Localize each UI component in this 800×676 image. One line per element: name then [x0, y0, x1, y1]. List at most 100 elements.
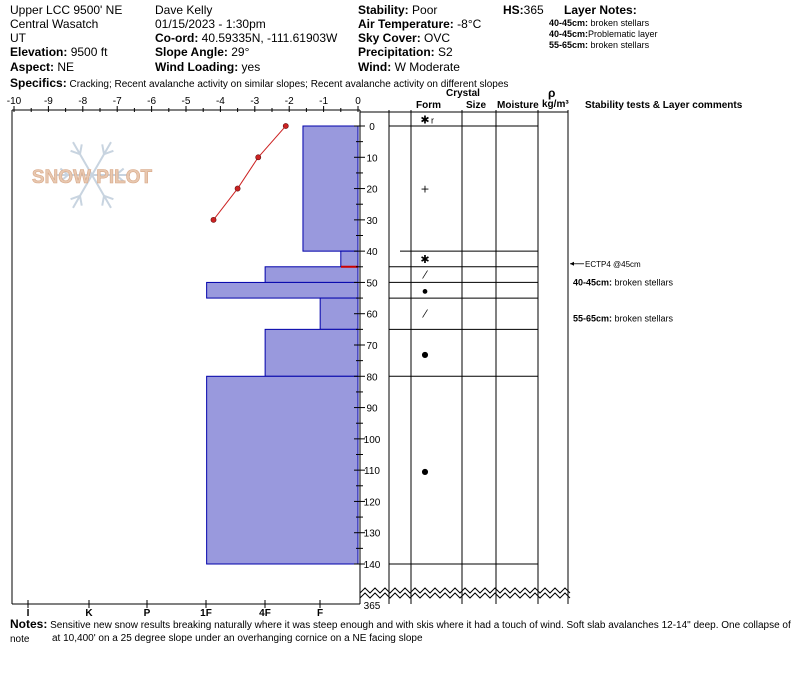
size-header: Size — [466, 100, 487, 111]
wind-loading-value: yes — [241, 60, 261, 74]
hardness-layers — [206, 125, 359, 565]
depth-tick-label: 100 — [364, 435, 381, 446]
crystal-header: Crystal — [446, 88, 480, 99]
crystal-form-symbol: ⁄ — [421, 308, 428, 321]
hardness-label: P — [144, 608, 151, 619]
coord: Co-ord: 40.59335N, -111.61903W — [155, 32, 337, 44]
crystal-form-symbol: ⦁ — [422, 284, 428, 297]
elevation-value: 9500 ft — [70, 45, 108, 59]
layer-comment: 55-65cm: broken stellars — [573, 313, 674, 323]
temp-tick-label: -6 — [147, 96, 156, 107]
layer-comment: 40-45cm: broken stellars — [573, 277, 674, 287]
stability-test-arrowhead — [570, 261, 574, 266]
location: Upper LCC 9500' NE — [10, 3, 123, 17]
crystal-form-symbol: ✱ — [420, 114, 429, 127]
depth-tick-label: 140 — [364, 560, 381, 571]
depth-tick-label: 30 — [366, 216, 378, 227]
depth-tick-label: 70 — [366, 341, 378, 352]
hardness-label: I — [27, 608, 30, 619]
stability: Stability: Poor — [358, 4, 437, 16]
depth-tick-label: 0 — [369, 122, 375, 133]
air-temperature-label: Air Temperature: — [358, 17, 454, 31]
temperature-point — [282, 123, 289, 129]
state: UT — [10, 31, 26, 45]
slope-angle-value: 29° — [231, 45, 250, 59]
snowflake-branch — [115, 167, 125, 176]
zigzag-break — [359, 592, 571, 599]
layer-grid — [359, 110, 571, 604]
hardness-layer-bar — [302, 125, 359, 252]
temperature-point — [255, 154, 262, 161]
depth-tick-label: 110 — [364, 466, 380, 477]
specifics-value: Cracking; Recent avalanche activity on s… — [69, 79, 509, 90]
crystal-form-suffix: r — [431, 116, 434, 126]
hardness-label: K — [85, 608, 93, 619]
range: Central Wasatch — [10, 17, 99, 31]
wind-value: W Moderate — [394, 60, 460, 74]
hardness-layer-bar — [264, 328, 359, 377]
layer-comment-text: broken stellars — [612, 313, 674, 323]
notes-label: Notes: — [10, 617, 48, 631]
layer-note-range: 55-65cm: — [549, 40, 589, 50]
density-unit: kg/m³ — [542, 99, 569, 110]
elevation-label: Elevation: — [10, 45, 68, 59]
crystal-form-symbol: ✱ — [420, 253, 429, 266]
slope-angle: Slope Angle: 29° — [155, 46, 249, 58]
aspect-value: NE — [57, 60, 75, 74]
layer-note-text: Problematic layer — [588, 29, 658, 39]
temp-tick-label: -9 — [44, 96, 53, 107]
hardness-layer-bar — [319, 297, 359, 330]
air-temperature: Air Temperature: -8°C — [358, 18, 481, 30]
coord-label: Co-ord: — [155, 31, 199, 45]
hardness-layer-bar — [340, 250, 359, 268]
logo-text: SNOW PILOT — [32, 167, 153, 188]
temp-tick-label: -4 — [216, 96, 225, 107]
snowflake-arm — [72, 174, 93, 209]
layer-comment-range: 55-65cm: — [573, 313, 612, 323]
slope-angle-label: Slope Angle: — [155, 45, 228, 59]
specifics: Specifics: Cracking; Recent avalanche ac… — [10, 77, 508, 90]
stability-label: Stability: — [358, 3, 409, 17]
temp-tick-label: -8 — [78, 96, 87, 107]
layer-comment-range: 40-45cm: — [573, 277, 612, 287]
depth-bottom-label: 365 — [364, 601, 381, 612]
notes: Notes: Sensitive new snow results breaki… — [10, 617, 800, 647]
temp-tick-label: -7 — [113, 96, 122, 107]
depth-tick-label: 60 — [366, 310, 378, 321]
hardness-layer-bar — [206, 375, 359, 565]
layer-notes-title: Layer Notes: — [564, 3, 637, 17]
precipitation-label: Precipitation: — [358, 45, 435, 59]
depth-tick-label: 130 — [364, 529, 381, 540]
precipitation: Precipitation: S2 — [358, 46, 453, 58]
wind-label: Wind: — [358, 60, 392, 74]
hardness-label: 1F — [200, 608, 212, 619]
stability-test-label: ECTP4 @45cm — [585, 260, 641, 269]
temp-tick-label: -2 — [285, 96, 294, 107]
crystal-form-symbol: ⁄ — [421, 269, 428, 282]
depth-tick-label: 120 — [364, 497, 381, 508]
depth-tick-label: 80 — [366, 372, 378, 383]
snowflake-branch — [79, 195, 83, 206]
depth-tick-label: 20 — [366, 185, 378, 196]
hardness-label: 4F — [259, 608, 271, 619]
snowflake-branch — [115, 174, 125, 183]
layer-comment-text: broken stellars — [612, 277, 674, 287]
snowflake-branch — [70, 194, 81, 201]
elevation: Elevation: 9500 ft — [10, 46, 107, 58]
notes-line1: Sensitive new snow results breaking natu… — [10, 620, 791, 645]
depth-tick-label: 40 — [366, 247, 378, 258]
crystal-form-symbol: + — [420, 183, 429, 196]
snow-height-label: HS: — [503, 3, 524, 17]
zigzag-break — [359, 587, 571, 594]
air-temperature-value: -8°C — [457, 17, 482, 31]
temperature-line — [213, 125, 287, 221]
moisture-header: Moisture — [497, 100, 539, 111]
snowflake-branch — [59, 167, 69, 176]
snowflake-arm — [91, 174, 112, 209]
precipitation-value: S2 — [438, 45, 453, 59]
snow-height-value: 365 — [523, 3, 544, 17]
observer: Dave Kelly — [155, 3, 213, 17]
snow-height: HS:365 — [503, 4, 544, 16]
layer-note: 40-45cm:Problematic layer — [549, 30, 658, 39]
